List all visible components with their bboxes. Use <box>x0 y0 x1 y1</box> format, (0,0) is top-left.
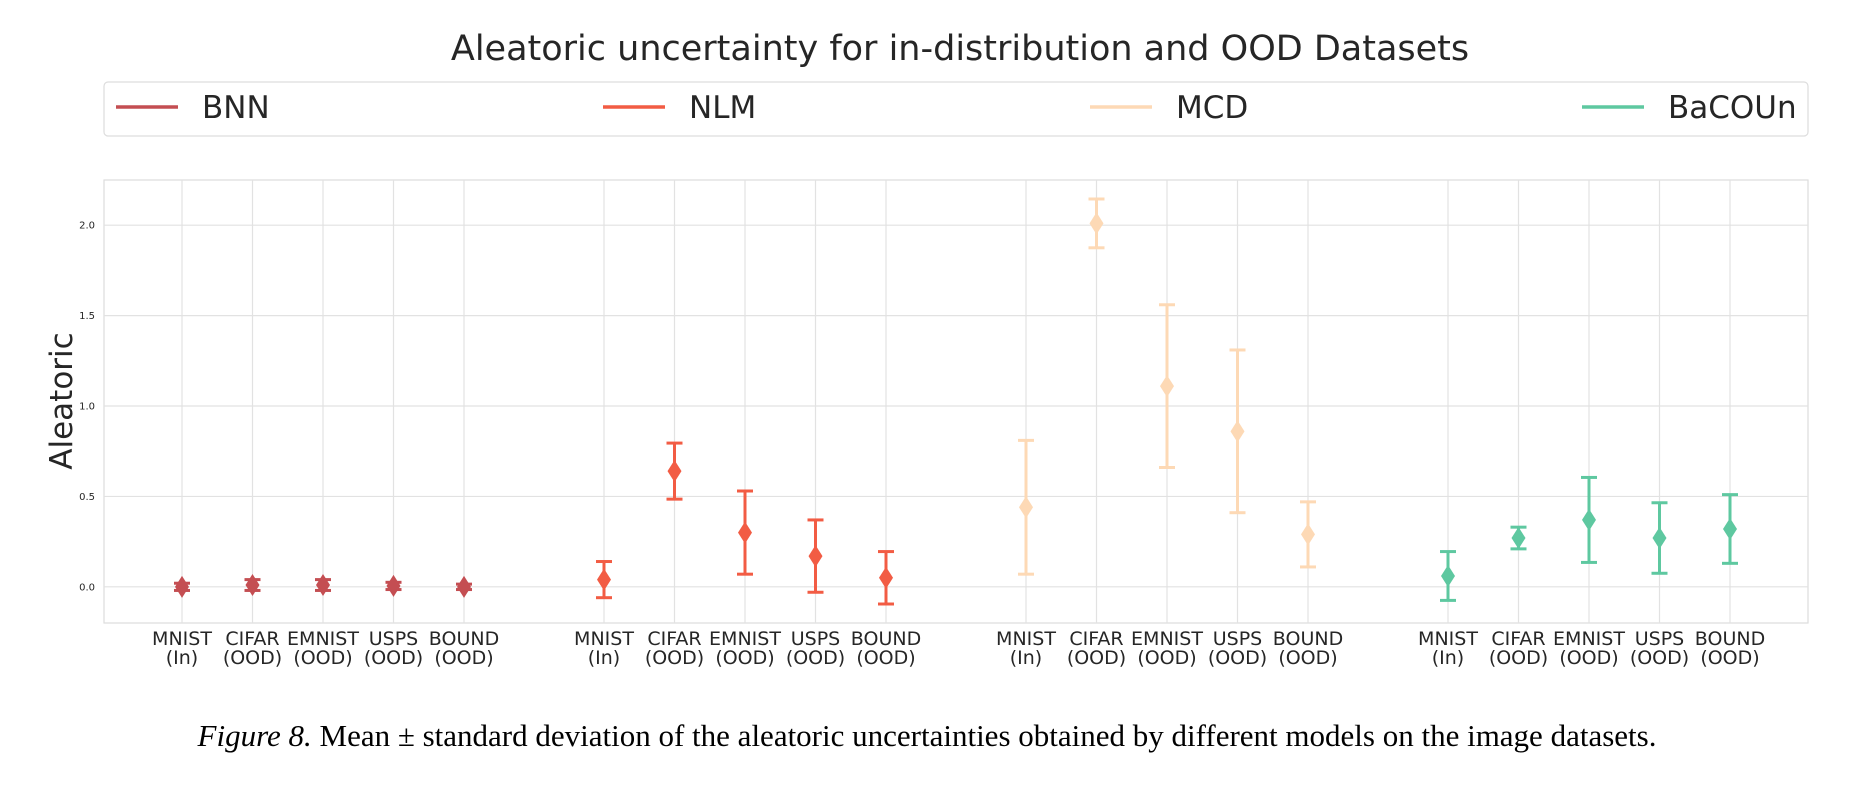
x-tick-label: BOUND <box>1273 628 1343 650</box>
marker-nlm <box>667 460 682 483</box>
x-tick-sublabel: (In) <box>166 647 198 669</box>
legend-label-bnn: BNN <box>202 90 270 126</box>
x-tick-label: BOUND <box>851 628 921 650</box>
marker-bnn <box>245 574 260 597</box>
figure-caption: Figure 8. Mean ± standard deviation of t… <box>0 718 1854 754</box>
marker-bacoun <box>1441 564 1455 587</box>
legend-label-mcd: MCD <box>1176 90 1248 126</box>
x-tick-label: USPS <box>791 628 841 650</box>
x-tick-sublabel: (OOD) <box>715 647 774 669</box>
x-tick-sublabel: (In) <box>588 647 620 669</box>
marker-bnn <box>316 574 330 597</box>
marker-mcd <box>1301 523 1315 546</box>
y-tick-label: 0.0 <box>79 582 95 593</box>
x-tick-label: MNIST <box>996 628 1056 650</box>
x-tick-label: EMNIST <box>1553 628 1625 650</box>
legend-label-nlm: NLM <box>689 90 756 126</box>
x-tick-label: MNIST <box>574 628 634 650</box>
y-tick-label: 1.5 <box>79 311 95 322</box>
x-tick-label: USPS <box>1213 628 1263 650</box>
y-ticks: 0.0 0.5 1.0 1.5 2.0 <box>79 221 95 594</box>
x-tick-sublabel: (OOD) <box>1208 647 1267 669</box>
x-tick-label: EMNIST <box>709 628 781 650</box>
caption-text: Mean ± standard deviation of the aleator… <box>311 718 1657 753</box>
data-marks <box>174 197 1738 606</box>
x-tick-sublabel: (OOD) <box>1278 647 1337 669</box>
x-tick-sublabel: (OOD) <box>1700 647 1759 669</box>
marker-nlm <box>738 521 752 544</box>
marker-mcd <box>1019 496 1033 519</box>
marker-mcd <box>1230 420 1245 443</box>
x-tick-sublabel: (OOD) <box>1489 647 1548 669</box>
x-tick-sublabel: (In) <box>1432 647 1464 669</box>
x-tick-label: CIFAR <box>647 628 701 650</box>
x-tick-label: USPS <box>1635 628 1685 650</box>
x-tick-label: CIFAR <box>225 628 279 650</box>
x-tick-sublabel: (OOD) <box>856 647 915 669</box>
x-tick-sublabel: (OOD) <box>645 647 704 669</box>
x-tick-label: BOUND <box>429 628 499 650</box>
y-axis-label: Aleatoric <box>44 332 80 469</box>
x-tick-sublabel: (OOD) <box>786 647 845 669</box>
x-tick-label: EMNIST <box>1131 628 1203 650</box>
marker-nlm <box>808 545 823 568</box>
x-ticks: MNIST(In)CIFAR(OOD)EMNIST(OOD)USPS(OOD)B… <box>152 628 1765 669</box>
marker-bacoun <box>1582 508 1596 531</box>
x-tick-label: USPS <box>369 628 419 650</box>
marker-bnn <box>386 574 401 597</box>
x-tick-label: MNIST <box>152 628 212 650</box>
plot-area <box>103 179 1809 624</box>
x-tick-sublabel: (OOD) <box>293 647 352 669</box>
legend: BNN NLM MCD BaCOUn <box>116 90 1797 126</box>
y-tick-label: 0.5 <box>79 492 95 503</box>
x-tick-label: MNIST <box>1418 628 1478 650</box>
x-tick-sublabel: (In) <box>1010 647 1042 669</box>
legend-box <box>103 81 1809 137</box>
x-tick-sublabel: (OOD) <box>1137 647 1196 669</box>
marker-nlm <box>879 566 893 589</box>
marker-bnn <box>175 575 189 598</box>
x-tick-label: CIFAR <box>1069 628 1123 650</box>
x-tick-sublabel: (OOD) <box>223 647 282 669</box>
x-tick-sublabel: (OOD) <box>1067 647 1126 669</box>
legend-label-bacoun: BaCOUn <box>1668 90 1797 126</box>
chart-title: Aleatoric uncertainty for in-distributio… <box>451 29 1469 69</box>
caption-label: Figure 8. <box>197 718 312 753</box>
marker-bacoun <box>1652 527 1667 550</box>
marker-bacoun <box>1723 517 1737 540</box>
y-tick-label: 1.0 <box>79 402 95 413</box>
x-tick-label: BOUND <box>1695 628 1765 650</box>
x-tick-label: CIFAR <box>1491 628 1545 650</box>
x-tick-sublabel: (OOD) <box>434 647 493 669</box>
marker-mcd <box>1160 375 1174 398</box>
marker-bacoun <box>1511 527 1526 550</box>
x-tick-label: EMNIST <box>287 628 359 650</box>
marker-mcd <box>1089 212 1104 235</box>
x-tick-sublabel: (OOD) <box>1630 647 1689 669</box>
y-tick-label: 2.0 <box>79 221 95 232</box>
marker-nlm <box>597 568 611 591</box>
x-tick-sublabel: (OOD) <box>364 647 423 669</box>
x-tick-sublabel: (OOD) <box>1559 647 1618 669</box>
marker-bnn <box>457 575 471 598</box>
